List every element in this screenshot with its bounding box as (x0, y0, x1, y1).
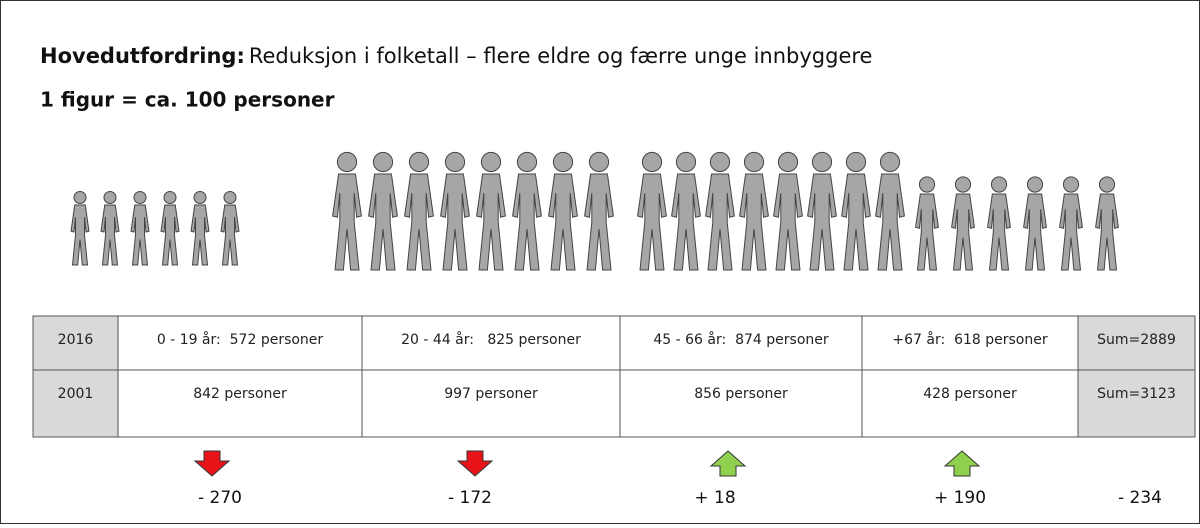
head (919, 177, 934, 192)
head (164, 192, 176, 204)
change-label: - 172 (448, 488, 492, 508)
head (744, 152, 763, 171)
table-cell: 842 personer (193, 386, 287, 402)
table-cell: 428 personer (923, 386, 1017, 402)
table-cell: +67 år: 618 personer (892, 331, 1047, 348)
head (224, 192, 236, 204)
head (846, 152, 865, 171)
table-cell: 997 personer (444, 386, 538, 402)
title: Hovedutfordring:Reduksjon i folketall – … (40, 44, 872, 68)
head (373, 152, 392, 171)
head (517, 152, 536, 171)
head (589, 152, 608, 171)
head (409, 152, 428, 171)
head (676, 152, 695, 171)
head (710, 152, 729, 171)
change-label: + 190 (934, 488, 986, 508)
head (445, 152, 464, 171)
head (104, 192, 116, 204)
head (1027, 177, 1042, 192)
head (337, 152, 356, 171)
head (880, 152, 899, 171)
table-cell: 2001 (58, 386, 94, 402)
title-bold: Hovedutfordring: (40, 44, 245, 68)
head (481, 152, 500, 171)
table-cell: Sum=3123 (1097, 386, 1176, 402)
head (194, 192, 206, 204)
head (74, 192, 86, 204)
change-label: + 18 (694, 488, 735, 508)
frame (1, 1, 1200, 524)
table-cell: 856 personer (694, 386, 788, 402)
change-label: - 270 (198, 488, 242, 508)
table-cell: 45 - 66 år: 874 personer (653, 331, 829, 348)
table-cell: 2016 (58, 332, 94, 348)
table-cell: 20 - 44 år: 825 personer (401, 331, 581, 348)
table-cell: 0 - 19 år: 572 personer (157, 331, 324, 348)
title-text: Reduksjon i folketall – flere eldre og f… (249, 44, 873, 68)
head (778, 152, 797, 171)
head (991, 177, 1006, 192)
head (955, 177, 970, 192)
table-cell: Sum=2889 (1097, 332, 1176, 348)
page: Hovedutfordring:Reduksjon i folketall – … (0, 0, 1200, 524)
head (553, 152, 572, 171)
head (1063, 177, 1078, 192)
head (1099, 177, 1114, 192)
change-label: - 234 (1118, 488, 1162, 508)
head (134, 192, 146, 204)
head (642, 152, 661, 171)
subtitle: 1 figur = ca. 100 personer (40, 88, 335, 112)
head (812, 152, 831, 171)
